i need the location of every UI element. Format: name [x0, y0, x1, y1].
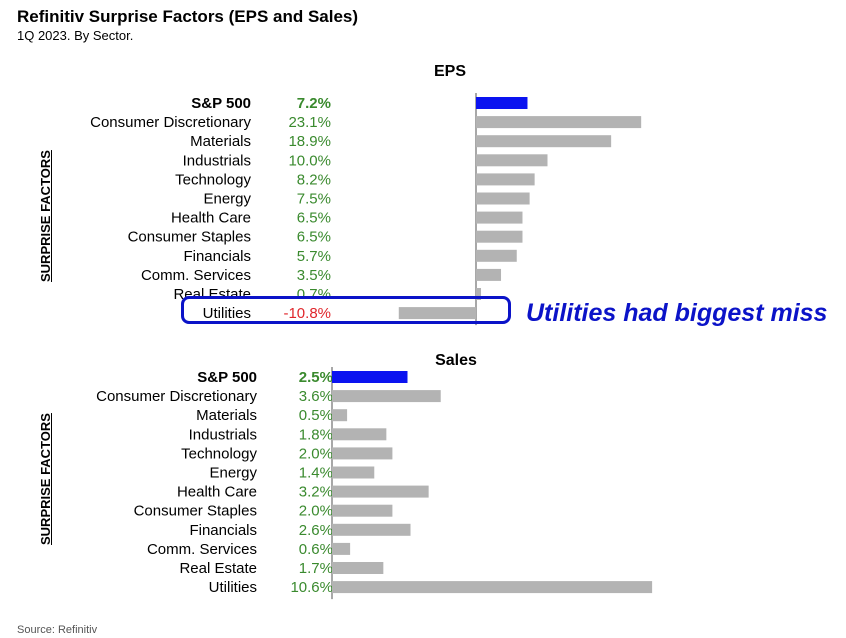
eps-category-label: Financials [183, 248, 251, 265]
chart-title: Refinitiv Surprise Factors (EPS and Sale… [17, 7, 359, 26]
sales-category-label: Energy [209, 465, 257, 482]
sales-category-label: Industrials [189, 426, 257, 443]
sales-value-label: 1.8% [299, 426, 333, 443]
sales-value-label: 2.0% [299, 503, 333, 520]
eps-value-label: 7.5% [297, 191, 331, 208]
eps-chart: EPS S&P 500 7.2% Consumer Discretionary 23.1… [90, 63, 642, 326]
eps-bar [476, 288, 482, 300]
eps-category-label: Utilities [203, 305, 251, 322]
sales-bar [332, 466, 375, 479]
eps-bar [398, 307, 476, 320]
eps-bar [476, 173, 535, 186]
eps-bar [476, 116, 642, 129]
sales-value-label: 2.5% [299, 369, 333, 386]
sales-value-label: 2.6% [299, 522, 333, 539]
sales-category-label: Consumer Staples [134, 503, 257, 520]
eps-value-label: 8.2% [297, 171, 331, 188]
eps-bar [476, 249, 517, 262]
sales-category-label: Utilities [209, 579, 257, 596]
sales-value-label: 3.2% [299, 484, 333, 501]
source-note: Source: Refinitiv [17, 624, 98, 636]
sales-chart-title: Sales [435, 352, 477, 369]
eps-value-label: 18.9% [288, 133, 331, 150]
sales-value-label: 3.6% [299, 388, 333, 405]
eps-bar [476, 135, 612, 148]
sales-category-label: Materials [196, 407, 257, 424]
sales-category-label: Health Care [177, 484, 257, 501]
sales-category-label: Real Estate [179, 560, 257, 577]
eps-value-label: 6.5% [297, 229, 331, 246]
eps-bar [476, 211, 523, 224]
sales-bar [332, 581, 653, 594]
eps-category-label: Health Care [171, 210, 251, 227]
sales-category-label: Technology [181, 445, 257, 462]
eps-category-label: Energy [203, 191, 251, 208]
sales-bar [332, 409, 348, 422]
sales-category-label: S&P 500 [197, 369, 257, 386]
chart-subtitle: 1Q 2023. By Sector. [17, 28, 134, 43]
sales-bar [332, 428, 387, 441]
sales-bar [332, 504, 393, 517]
sales-category-label: Consumer Discretionary [96, 388, 257, 405]
eps-value-label: 23.1% [288, 114, 331, 131]
sales-bar [332, 485, 429, 498]
eps-bar [476, 230, 523, 243]
eps-category-label: Consumer Staples [128, 229, 251, 246]
eps-category-label: Comm. Services [141, 267, 251, 284]
sales-bar [332, 542, 351, 555]
utilities-callout-box [181, 296, 511, 324]
sales-value-label: 0.5% [299, 407, 333, 424]
eps-value-label: 3.5% [297, 267, 331, 284]
sales-category-label: Financials [189, 522, 257, 539]
sales-chart: Sales S&P 500 2.5% Consumer Discretionary 3.… [96, 352, 653, 600]
eps-category-label: Materials [190, 133, 251, 150]
sales-bar [332, 447, 393, 460]
eps-value-label: 7.2% [297, 95, 331, 112]
sales-category-label: Comm. Services [147, 541, 257, 558]
eps-bar [476, 192, 530, 205]
sales-value-label: 1.4% [299, 465, 333, 482]
eps-bar [476, 97, 528, 109]
sales-bar [332, 371, 408, 383]
utilities-callout: Utilities had biggest miss [526, 299, 828, 327]
eps-chart-title: EPS [434, 63, 466, 80]
sales-value-label: 0.6% [299, 541, 333, 558]
sales-bar [332, 562, 384, 574]
sales-value-label: 10.6% [290, 579, 333, 596]
sales-value-label: 2.0% [299, 445, 333, 462]
eps-value-label: 10.0% [288, 152, 331, 169]
eps-category-label: S&P 500 [191, 95, 251, 112]
eps-category-label: Consumer Discretionary [90, 114, 251, 131]
eps-category-label: Technology [175, 171, 251, 188]
sales-bar [332, 523, 411, 536]
sales-bar [332, 390, 441, 403]
eps-value-label: -10.8% [283, 305, 331, 322]
eps-bar [476, 268, 502, 281]
sales-value-label: 1.7% [299, 560, 333, 577]
eps-category-label: Industrials [183, 152, 251, 169]
eps-value-label: 5.7% [297, 248, 331, 265]
eps-value-label: 6.5% [297, 210, 331, 227]
eps-bar [476, 154, 548, 167]
